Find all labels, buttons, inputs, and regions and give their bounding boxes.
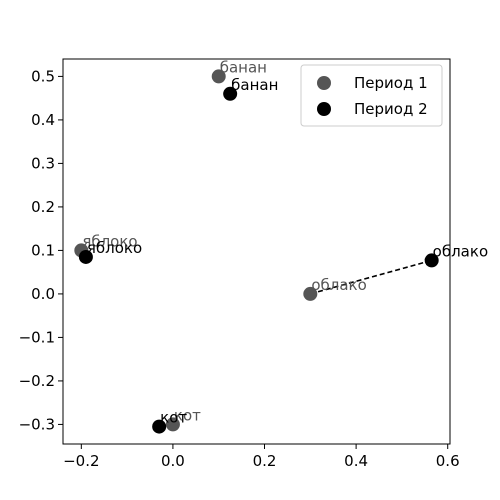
points-layer [74, 69, 439, 434]
point-label-2-яблоко: яблоко [87, 239, 142, 257]
point-label-1-банан: банан [220, 58, 267, 76]
x-tick-label: 0.4 [344, 452, 368, 470]
point-1-кот [165, 417, 180, 432]
point-label-1-яблоко: яблоко [82, 232, 137, 250]
y-tick-label: −0.1 [19, 328, 55, 346]
x-tick-label: 0.6 [436, 452, 460, 470]
y-tick-label: −0.2 [19, 372, 55, 390]
x-axis-ticks: −0.2 0.0 0.2 0.4 0.6 [63, 444, 460, 470]
y-tick-label: 0.3 [31, 154, 55, 172]
point-label-1-облако: облако [311, 276, 366, 294]
y-tick-label: 0.5 [31, 67, 55, 85]
shift-arrow-облако [310, 259, 432, 295]
point-label-2-кот: кот [160, 409, 187, 427]
plot-frame [62, 58, 451, 445]
legend: Период 1 Период 2 [300, 64, 443, 127]
y-axis-ticks: −0.3 −0.2 −0.1 0.0 0.1 0.2 0.3 0.4 0.5 [19, 67, 63, 433]
y-tick-label: −0.3 [19, 415, 55, 433]
legend-marker-1 [317, 76, 331, 90]
y-tick-label: 0.1 [31, 241, 55, 259]
point-2-банан [223, 86, 238, 101]
legend-marker-2 [317, 102, 331, 116]
point-label-2-облако: облако [433, 242, 488, 260]
legend-box [300, 64, 443, 127]
x-tick-label: 0.0 [161, 452, 185, 470]
point-2-яблоко [78, 249, 93, 264]
point-2-кот [152, 419, 167, 434]
legend-label-2: Период 2 [354, 100, 428, 118]
x-tick-label: 0.2 [253, 452, 277, 470]
y-tick-label: 0.0 [31, 285, 55, 303]
y-tick-label: 0.4 [31, 111, 55, 129]
y-tick-label: 0.2 [31, 198, 55, 216]
point-1-банан [211, 69, 226, 84]
point-2-облако [424, 253, 439, 268]
legend-label-1: Период 1 [354, 74, 428, 92]
point-1-облако [303, 286, 318, 301]
x-tick-label: −0.2 [63, 452, 99, 470]
point-labels-layer: банан яблоко облако кот банан яблоко облако кот [82, 58, 488, 426]
point-label-1-кот: кот [174, 406, 201, 424]
point-label-2-банан: банан [231, 76, 278, 94]
